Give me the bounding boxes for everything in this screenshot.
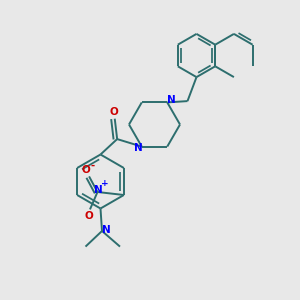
- Text: +: +: [101, 179, 109, 188]
- Text: N: N: [102, 225, 111, 236]
- Text: O: O: [81, 165, 90, 175]
- Text: O: O: [84, 211, 93, 221]
- Text: N: N: [94, 185, 103, 195]
- Text: N: N: [167, 95, 176, 105]
- Text: -: -: [91, 161, 95, 171]
- Text: N: N: [134, 143, 143, 153]
- Text: O: O: [110, 107, 118, 117]
